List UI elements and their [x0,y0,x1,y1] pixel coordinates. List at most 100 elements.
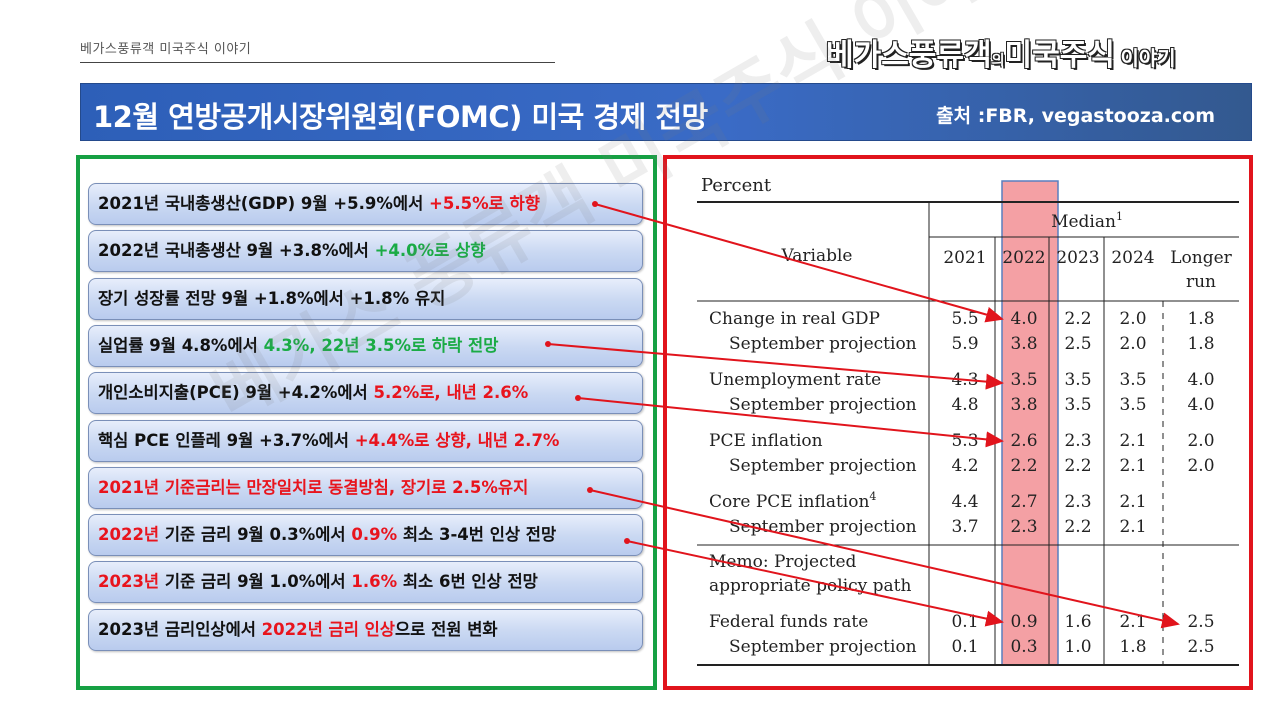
page-title: 12월 연방공개시장위원회(FOMC) 미국 경제 전망 [93,100,708,134]
summary-item-text: 2022년 [98,525,160,545]
table-cell: 4.8 [951,395,978,415]
table-cell: 2.1 [1119,612,1146,632]
table-cell: 2.3 [1010,517,1037,537]
unit-label: Percent [701,175,772,196]
table-cell: 0.3 [1010,637,1037,657]
table-cell: 1.6 [1064,612,1091,632]
summary-item: 2022년 기준 금리 9월 0.3%에서 0.9% 최소 3-4번 인상 전망 [88,514,643,557]
summary-item-text: 4.3%, 22년 3.5%로 하락 전망 [263,335,499,355]
projection-table-panel: Percent Median1 Variable 2021 2022 2023 2024 Lo… [663,155,1253,690]
summary-item-text: 기준 금리 9월 1.0%에서 [159,572,352,592]
table-cell: 2.1 [1119,431,1146,451]
summary-item: 2022년 국내총생산 9월 +3.8%에서 +4.0%로 상향 [88,230,643,273]
table-cell: 1.8 [1187,309,1214,329]
year-header-2023: 2023 [1056,248,1099,268]
summary-panel: 2021년 국내총생산(GDP) 9월 +5.9%에서 +5.5%로 하향 202… [76,155,657,690]
summary-item-text: 1.6% [351,572,398,592]
table-cell: 3.5 [1010,370,1037,390]
annotation-arrow [626,540,1004,627]
table-cell: 2.1 [1119,456,1146,476]
summary-item-text: 2021년 국내총생산(GDP) 9월 +5.9%에서 [98,194,430,213]
row-sub-label: September projection [729,456,917,476]
summary-item: 2021년 국내총생산(GDP) 9월 +5.9%에서 +5.5%로 하향 [88,183,643,225]
row-label: Federal funds rate [709,612,868,632]
table-cell: 3.8 [1010,395,1037,415]
table-cell: 3.5 [1119,370,1146,390]
table-cell: 5.5 [951,309,978,329]
row-sub-label: September projection [729,637,917,657]
table-cell: 4.0 [1010,309,1037,329]
arrow-start-dot [575,395,581,401]
summary-item-text: 으로 전원 변화 [394,619,498,639]
table-cell: 2.0 [1119,334,1146,354]
caption-underline [80,62,555,63]
row-label: Core PCE inflation4 [709,490,876,512]
table-cell: 5.9 [951,334,978,354]
table-cell: 3.7 [951,517,978,537]
summary-item-text: 2022년 금리 인상 [261,619,395,639]
summary-item-text: 2022년 국내총생산 9월 +3.8%에서 [98,241,375,261]
summary-item-text: 실업률 9월 4.8%에서 [98,335,264,355]
annotation-arrow [594,203,1004,323]
table-cell: 2.2 [1064,456,1091,476]
table-cell: 2.2 [1064,309,1091,329]
source-note: 출처 :FBR, vegastooza.com [936,105,1215,127]
longer-run-header: run [1186,272,1216,292]
summary-item-text: +5.5%로 하향 [429,194,540,213]
table-cell: 4.2 [951,456,978,476]
table-cell: 0.1 [951,637,978,657]
table-cell: 1.8 [1119,637,1146,657]
annotation-arrow [547,343,1004,390]
summary-item-text: 장기 성장률 전망 9월 +1.8%에서 +1.8% 유지 [98,288,446,308]
table-cell: 2.5 [1064,334,1091,354]
table-cell: 2.5 [1187,637,1214,657]
annotation-arrow [589,489,1180,629]
table-cell: 2.5 [1187,612,1214,632]
table-cell: 4.0 [1187,395,1214,415]
summary-item: 개인소비지출(PCE) 9월 +4.2%에서 5.2%로, 내년 2.6% [88,372,643,415]
summary-item: 장기 성장률 전망 9월 +1.8%에서 +1.8% 유지 [88,277,643,320]
summary-item: 2023년 금리인상에서 2022년 금리 인상으로 전원 변화 [88,608,643,651]
table-cell: 2.3 [1064,492,1091,512]
arrow-start-dot [592,201,598,207]
summary-item-text: 최소 3-4번 인상 전망 [397,525,557,545]
summary-item-text: +4.0%로 상향 [374,241,486,261]
table-cell: 3.8 [1010,334,1037,354]
summary-item-text: 기준 금리 9월 0.3%에서 [159,525,352,545]
year-header-2021: 2021 [943,248,986,268]
arrow-start-dot [587,487,593,493]
table-cell: 3.5 [1119,395,1146,415]
table-cell: 1.8 [1187,334,1214,354]
summary-item-text: 2023년 [98,572,160,592]
title-banner: 12월 연방공개시장위원회(FOMC) 미국 경제 전망 출처 :FBR, ve… [80,83,1252,141]
year-header-2022: 2022 [1002,248,1045,268]
table-cell: 0.1 [951,612,978,632]
table-cell: 2.2 [1010,456,1037,476]
table-cell: 3.5 [1064,395,1091,415]
summary-item-text: +4.4%로 상향, 내년 2.7% [354,430,560,450]
table-cell: 2.2 [1064,517,1091,537]
summary-item: 핵심 PCE 인플레 9월 +3.7%에서 +4.4%로 상향, 내년 2.7% [88,419,643,462]
summary-item: 실업률 9월 4.8%에서 4.3%, 22년 3.5%로 하락 전망 [88,324,643,367]
median-header: Median1 [1051,210,1123,232]
summary-item-text: 5.2%로, 내년 2.6% [373,383,529,403]
table-cell: 2.1 [1119,492,1146,512]
table-cell: 2.1 [1119,517,1146,537]
table-cell: 2.3 [1064,431,1091,451]
table-cell: 0.9 [1010,612,1037,632]
summary-item-text: 개인소비지출(PCE) 9월 +4.2%에서 [98,383,374,403]
arrow-start-dot [624,538,630,544]
table-cell: 1.0 [1064,637,1091,657]
annotation-arrow [577,397,1004,448]
summary-item: 2021년 기준금리는 만장일치로 동결방침, 장기로 2.5%유지 [88,466,643,509]
row-label: PCE inflation [709,431,823,451]
summary-item-text: 2023년 금리인상에서 [98,619,262,639]
brand-logo: 베가스풍류객의미국주식 이야기 [826,38,1176,73]
summary-item-text: 최소 6번 인상 전망 [397,572,538,592]
summary-item-text: 핵심 PCE 인플레 9월 +3.7%에서 [98,430,355,450]
table-cell: 2.6 [1010,431,1037,451]
row-sub-label: September projection [729,334,917,354]
summary-item-text: 0.9% [351,525,398,545]
